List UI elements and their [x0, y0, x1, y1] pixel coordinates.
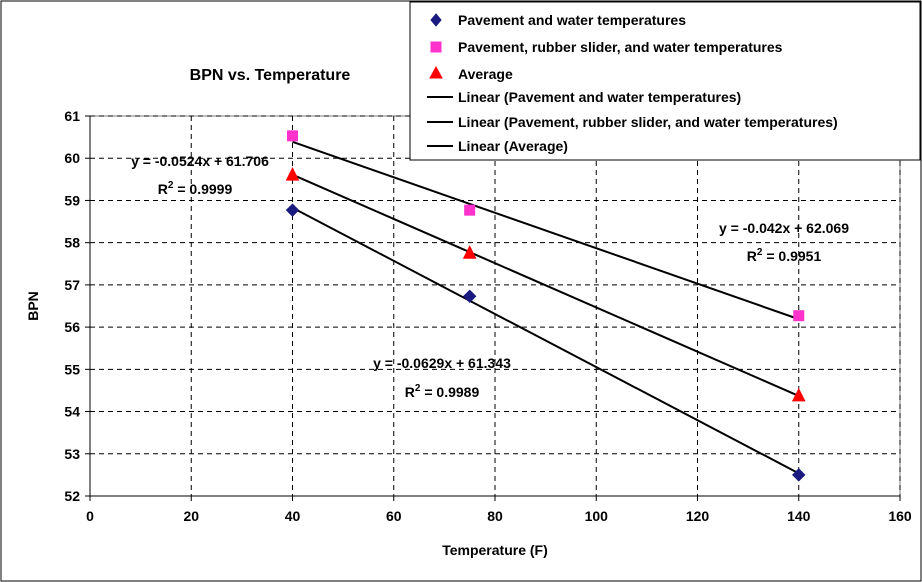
- data-point-diamond: [462, 289, 477, 303]
- r2-pavement-water: R2 = 0.9989: [405, 383, 480, 400]
- equation-label-average: y = -0.0524x + 61.706 R2 = 0.9999: [131, 153, 269, 197]
- x-tick-label: 160: [888, 508, 912, 524]
- r2-average: R2 = 0.9999: [158, 180, 233, 197]
- x-tick-label: 100: [585, 508, 609, 524]
- data-point-triangle: [791, 387, 806, 402]
- legend-item-linear-pavement-water: Linear (Pavement and water temperatures): [427, 89, 741, 105]
- trendlines: [292, 140, 800, 475]
- legend-item-linear-average: Linear (Average): [427, 138, 568, 154]
- legend-label: Linear (Average): [458, 138, 568, 154]
- y-tick-label: 59: [64, 192, 80, 208]
- y-tick-label: 60: [64, 150, 80, 166]
- y-axis-label: BPN: [25, 291, 41, 321]
- y-tick-label: 52: [64, 488, 80, 504]
- x-tick-label: 0: [86, 508, 94, 524]
- trendline: [292, 140, 800, 321]
- y-tick-label: 58: [64, 235, 80, 251]
- x-tick-label: 20: [183, 508, 199, 524]
- data-point-diamond: [285, 203, 300, 217]
- x-axis-label: Temperature (F): [442, 542, 548, 558]
- x-tick-label: 140: [787, 508, 811, 524]
- y-tick-label: 55: [64, 361, 80, 377]
- y-tick-label: 53: [64, 446, 80, 462]
- chart-title: BPN vs. Temperature: [190, 67, 351, 84]
- equation-label-pavement-water: y = -0.0629x + 61.343 R2 = 0.9989: [373, 355, 511, 400]
- legend-item-pavement-rubber: Pavement, rubber slider, and water tempe…: [430, 39, 783, 55]
- equation-pavement-rubber: y = -0.042x + 62.069: [719, 220, 849, 236]
- x-tick-label: 120: [686, 508, 710, 524]
- legend: Pavement and water temperatures Pavement…: [409, 1, 921, 161]
- legend-box: [409, 1, 921, 161]
- equation-average: y = -0.0524x + 61.706: [131, 153, 269, 169]
- data-point-diamond: [792, 468, 806, 482]
- x-tick-label: 60: [386, 508, 402, 524]
- data-point-square: [464, 204, 476, 216]
- y-axis-ticks: 52 53 54 55 56 57 58 59 60 61: [64, 108, 90, 504]
- legend-label: Average: [458, 66, 513, 82]
- legend-item-average: Average: [429, 65, 513, 82]
- data-point-square: [287, 130, 298, 142]
- y-tick-label: 56: [64, 319, 80, 335]
- legend-label: Linear (Pavement and water temperatures): [458, 89, 741, 105]
- legend-triangle-icon: [429, 65, 443, 79]
- legend-square-icon: [430, 41, 442, 53]
- y-tick-label: 57: [64, 277, 80, 293]
- legend-label: Linear (Pavement, rubber slider, and wat…: [458, 114, 838, 130]
- x-tick-label: 80: [487, 508, 503, 524]
- legend-diamond-icon: [430, 13, 442, 27]
- legend-item-linear-pavement-rubber: Linear (Pavement, rubber slider, and wat…: [427, 114, 838, 130]
- x-axis-ticks: 0 20 40 60 80 100 120 140 160: [86, 496, 912, 524]
- trendline: [292, 173, 800, 397]
- y-tick-label: 54: [64, 404, 80, 420]
- data-point-triangle: [285, 166, 300, 181]
- r2-pavement-rubber: R2 = 0.9951: [747, 247, 822, 264]
- trendline: [292, 206, 800, 475]
- y-tick-label: 61: [64, 108, 80, 124]
- equation-pavement-water: y = -0.0629x + 61.343: [373, 355, 511, 371]
- data-point-triangle: [462, 245, 477, 259]
- data-markers: [285, 130, 806, 482]
- x-tick-label: 40: [285, 508, 301, 524]
- equation-label-pavement-rubber: y = -0.042x + 62.069 R2 = 0.9951: [719, 220, 849, 264]
- legend-item-pavement-water: Pavement and water temperatures: [430, 12, 686, 28]
- legend-label: Pavement, rubber slider, and water tempe…: [458, 39, 783, 55]
- legend-label: Pavement and water temperatures: [458, 12, 686, 28]
- data-point-square: [793, 310, 805, 322]
